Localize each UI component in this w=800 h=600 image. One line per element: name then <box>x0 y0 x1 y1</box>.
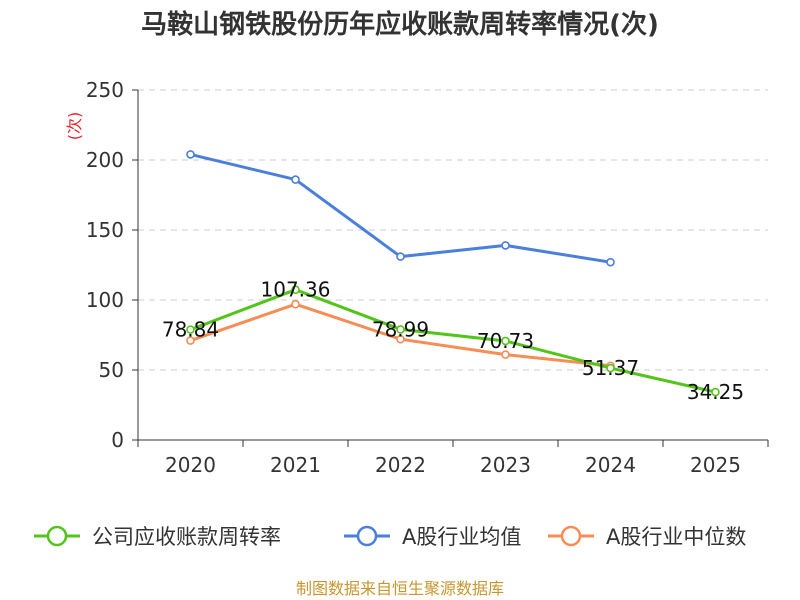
legend-item: A股行业均值 <box>344 525 521 549</box>
x-tick-label: 2020 <box>165 453 216 477</box>
x-tick-label: 2024 <box>585 453 636 477</box>
data-label: 78.84 <box>162 318 219 342</box>
data-label: 78.99 <box>372 317 429 341</box>
data-point <box>186 325 195 334</box>
legend-label: A股行业中位数 <box>606 525 746 549</box>
data-point <box>396 252 405 261</box>
legend-swatch-marker <box>560 525 582 547</box>
x-tick-label: 2023 <box>480 453 531 477</box>
y-axis-label: (次) <box>65 112 84 141</box>
legend-swatch-marker <box>46 525 68 547</box>
data-point <box>606 257 615 267</box>
data-point <box>396 334 405 344</box>
data-point <box>501 350 510 359</box>
legend-item: A股行业中位数 <box>548 525 746 549</box>
data-label: 51.37 <box>582 356 639 380</box>
series-lines <box>186 150 720 397</box>
legend-item: 公司应收账款周转率 <box>34 525 281 549</box>
x-tick-label: 2025 <box>690 453 741 477</box>
data-labels: 78.84 107.36 78.99 70.73 51.37 34.25 <box>162 278 744 404</box>
chart-title: 马鞍山钢铁股份历年应收账款周转率情况(次) <box>141 9 659 40</box>
grid-lines <box>138 89 768 371</box>
series-line <box>189 152 612 264</box>
x-tick-label: 2021 <box>270 453 321 477</box>
x-tick-label: 2022 <box>375 453 426 477</box>
data-point <box>501 336 510 346</box>
data-point <box>291 299 300 309</box>
y-tick-label: 100 <box>86 288 124 312</box>
data-point <box>711 387 720 397</box>
data-label: 107.36 <box>261 278 331 302</box>
y-tick-label: 250 <box>86 78 124 102</box>
data-point <box>186 150 195 159</box>
legend-swatch-marker <box>356 525 378 547</box>
y-tick-label: 200 <box>86 148 124 172</box>
legend: 公司应收账款周转率 A股行业均值 A股行业中位数 <box>34 525 746 549</box>
y-tick-label: 50 <box>99 358 124 382</box>
data-point <box>606 363 615 373</box>
legend-label: 公司应收账款周转率 <box>92 525 281 549</box>
data-point <box>291 285 300 294</box>
y-tick-label: 0 <box>111 428 124 452</box>
source-note: 制图数据来自恒生聚源数据库 <box>296 579 504 598</box>
data-point <box>291 175 300 184</box>
data-point <box>501 241 510 250</box>
legend-label: A股行业均值 <box>402 525 521 549</box>
series-1 <box>186 150 615 267</box>
data-label: 34.25 <box>687 380 744 404</box>
series-0 <box>186 285 720 397</box>
axes: 0 50 100 150 200 250 2020 2021 2022 2023 2024 2025 <box>86 78 769 477</box>
data-point <box>396 325 405 334</box>
data-label: 70.73 <box>477 329 534 353</box>
series-line <box>189 288 717 394</box>
series-2 <box>186 299 615 371</box>
y-tick-label: 150 <box>86 218 124 242</box>
data-point <box>186 336 195 345</box>
